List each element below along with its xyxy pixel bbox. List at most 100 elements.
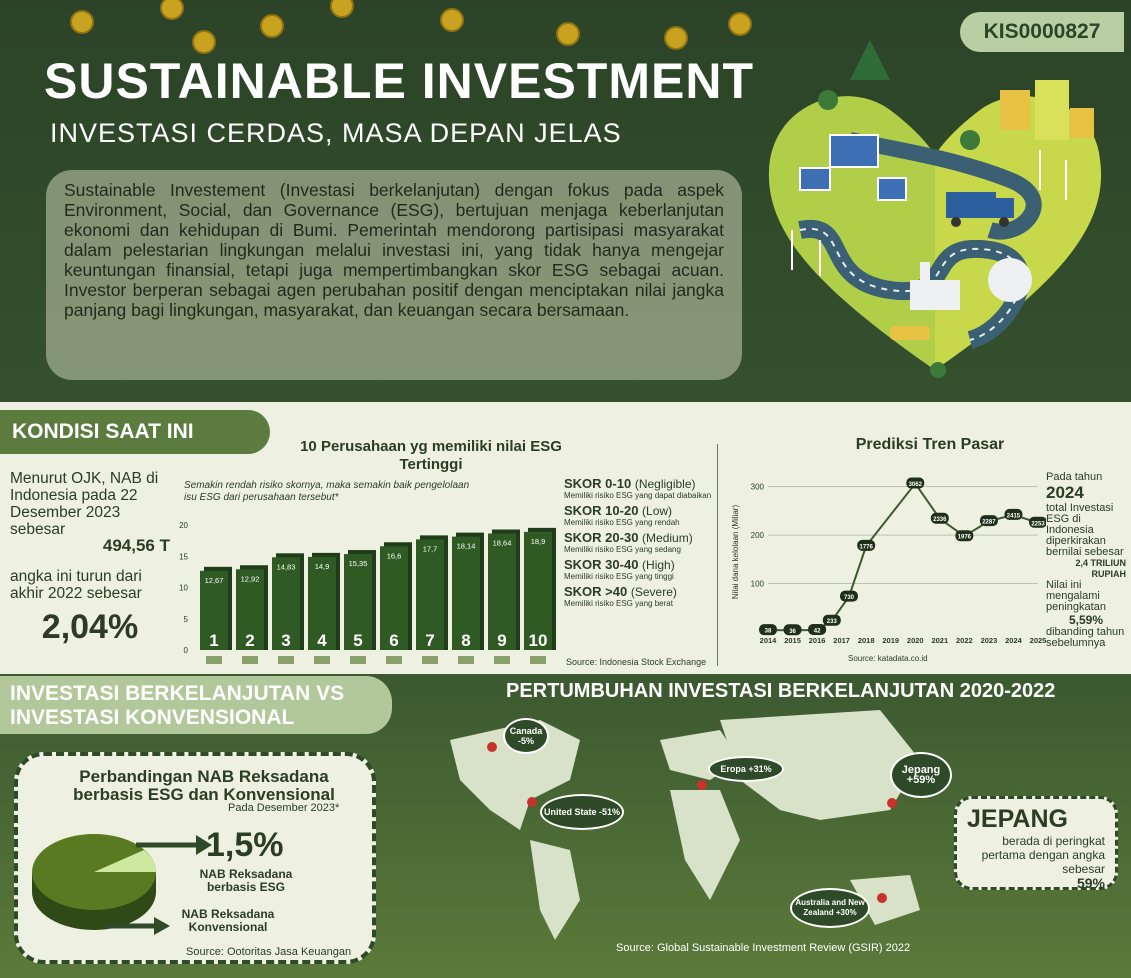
score-range: SKOR 30-40 (564, 557, 639, 572)
y-tick-label: 200 (751, 531, 765, 540)
score-level: (High) (642, 558, 675, 572)
intro-text: Sustainable Investement (Investasi berke… (46, 170, 742, 380)
arrow-icon (136, 835, 212, 855)
coin-icon (70, 10, 94, 34)
company-logo (242, 656, 258, 664)
y-tick-label: 5 (184, 615, 189, 624)
y-tick-label: 300 (751, 483, 765, 492)
market-trend-line-chart: 100 200 300 Nilai dana kelolaan (Miliar) 201… (731, 477, 1046, 645)
map-pin-jepang (887, 798, 897, 808)
coin-icon (728, 12, 752, 36)
pie-slice-esg (94, 850, 156, 872)
company-logo (206, 656, 222, 664)
x-tick-label: 2022 (956, 636, 973, 645)
bar-source: Source: Indonesia Stock Exchange (566, 657, 707, 667)
score-level: (Severe) (630, 585, 677, 599)
bar-category-label: 7 (425, 631, 434, 650)
coin-icon (556, 22, 580, 46)
canada-bubble: Canada -5% (503, 718, 549, 754)
company-logo (314, 656, 330, 664)
x-tick-label: 2025 (1030, 636, 1046, 645)
y-tick-label: 15 (179, 552, 188, 561)
company-logo (386, 656, 402, 664)
trend-line (767, 481, 1039, 632)
x-tick-label: 2017 (833, 636, 850, 645)
data-point-marker (857, 539, 876, 551)
data-point-marker (1029, 516, 1046, 528)
data-point-marker (979, 515, 998, 527)
world-map (450, 710, 920, 940)
coin-icon (330, 0, 354, 18)
score-range: SKOR 20-30 (564, 530, 639, 545)
esg-bar-chart: 0 5 10 15 20 12,67 1 12,92 2 14,83 3 14,9 4 15,35 5 16,… (179, 521, 556, 664)
jepang-bubble: Jepang +59% (890, 752, 952, 798)
kondisi-heading: KONDISI SAAT INI (0, 410, 270, 454)
data-point-marker (930, 512, 949, 524)
x-tick-label: 2021 (931, 636, 948, 645)
pie-title: Perbandingan NAB Reksadana berbasis ESG … (73, 767, 335, 804)
x-tick-label: 2018 (858, 636, 875, 645)
esg-label: NAB Reksadana berbasis ESG (199, 867, 293, 894)
pie-date: Pada Desember 2023* (228, 802, 340, 814)
coin-icon (664, 26, 688, 50)
bar-category-label: 10 (529, 631, 548, 650)
pred-pct: 5,59% (1068, 613, 1104, 627)
page-title: SUSTAINABLE INVESTMENT (44, 53, 754, 109)
konvensional-label: NAB Reksadana Konvensional (181, 907, 275, 934)
score-desc: Memiliki risiko ESG yang tinggi (564, 572, 674, 581)
bar-value-label: 17,7 (423, 544, 438, 553)
nab-value: 494,56 T (102, 536, 170, 555)
bar-category-label: 3 (281, 631, 290, 650)
score-legend: SKOR 0-10 (Negligible) Memiliki risiko E… (564, 476, 716, 611)
bar-value-label: 14,83 (277, 562, 296, 571)
comparison-heading: INVESTASI BERKELANJUTAN VS INVESTASI KON… (0, 676, 392, 734)
score-level: (Low) (642, 504, 673, 518)
coin-icon (440, 8, 464, 32)
score-level: (Medium) (642, 531, 693, 545)
company-logo (530, 656, 546, 664)
data-point-marker (906, 477, 925, 489)
bar (524, 531, 552, 650)
australia-bubble: Australia and New Zealand +30% (790, 888, 870, 928)
x-tick-label: 2014 (760, 636, 778, 645)
data-point-label: 2287 (982, 520, 996, 526)
prediction-text: Pada tahun 2024 total Investasi ESG di I… (1046, 472, 1126, 649)
map-pin-canada (487, 742, 497, 752)
bar-category-label: 1 (209, 631, 218, 650)
data-point-label: 730 (844, 595, 855, 601)
bar (272, 557, 300, 650)
section-divider (717, 444, 718, 666)
data-point-marker (783, 624, 802, 636)
x-tick-label: 2020 (907, 636, 924, 645)
company-logo (422, 656, 438, 664)
pred-value: 2,4 TRILIUN RUPIAH (1075, 558, 1126, 579)
jepang-text: berada di peringkat pertama dengan angka… (981, 834, 1105, 876)
jepang-pct: 59% (1076, 875, 1105, 891)
x-tick-label: 2015 (784, 636, 801, 645)
data-point-marker (1004, 508, 1023, 520)
eropa-bubble: Eropa +31% (708, 756, 784, 782)
bar (452, 536, 480, 650)
coin-icon (192, 30, 216, 54)
pred-text1: Pada tahun (1046, 471, 1103, 483)
score-range: SKOR >40 (564, 584, 628, 599)
company-logo (494, 656, 510, 664)
data-point-label: 2336 (933, 517, 947, 523)
coin-icon (260, 14, 284, 38)
score-item: SKOR >40 (Severe) Memiliki risiko ESG ya… (564, 584, 716, 608)
pred-year: 2024 (1046, 483, 1084, 502)
bar-value-label: 15,35 (349, 559, 368, 568)
growth-heading: PERTUMBUHAN INVESTASI BERKELANJUTAN 2020… (506, 680, 1056, 702)
company-logo (458, 656, 474, 664)
score-range: SKOR 10-20 (564, 503, 639, 518)
bar-value-label: 14,9 (315, 562, 330, 571)
decline-value: 2,04% (41, 608, 139, 646)
green-city-heart-illustration (768, 40, 1102, 378)
x-tick-label: 2024 (1005, 636, 1023, 645)
jepang-highlight-card: JEPANG berada di peringkat pertama denga… (954, 796, 1118, 890)
map-source: Source: Global Sustainable Investment Re… (616, 942, 911, 954)
data-point-label: 1976 (958, 535, 972, 541)
x-tick-label: 2023 (981, 636, 998, 645)
bar-value-label: 18,64 (493, 539, 512, 548)
